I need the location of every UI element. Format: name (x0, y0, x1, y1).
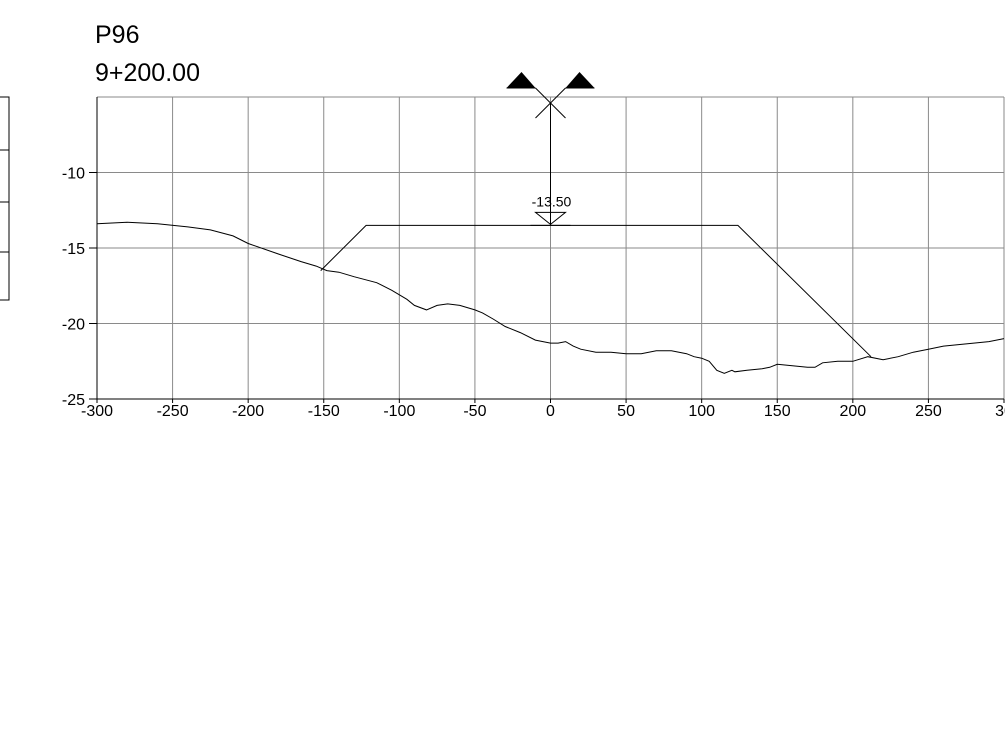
flag-right-icon (565, 72, 595, 88)
y-tick-label: -15 (62, 241, 85, 258)
y-tick-label: -10 (62, 166, 85, 183)
x-tick-label: 30 (995, 403, 1005, 420)
design-elevation-marker: -13.50 (506, 72, 595, 226)
y-tick-label: -20 (62, 317, 85, 334)
x-tick-label: 0 (546, 403, 555, 420)
y-axis: -25 -20 -15 -10 (62, 166, 97, 409)
x-tick-label: -200 (232, 403, 264, 420)
x-tick-label: -250 (157, 403, 189, 420)
x-tick-label: 50 (617, 403, 635, 420)
x-tick-label: -100 (383, 403, 415, 420)
x-tick-label: 200 (839, 403, 866, 420)
x-tick-label: -300 (81, 403, 113, 420)
water-level-triangle-icon (534, 211, 567, 225)
x-tick-label: -50 (463, 403, 486, 420)
x-axis: -300 -250 -200 -150 -100 -50 0 50 100 150 200 250 30 (81, 399, 1005, 420)
y-tick-label: -25 (62, 392, 85, 409)
section-chainage: 9+200.00 (95, 59, 200, 87)
x-tick-label: 100 (688, 403, 715, 420)
design-elevation-label: -13.50 (532, 193, 572, 209)
existing-ground-line (96, 221, 1005, 374)
flag-left-icon (506, 72, 536, 88)
x-tick-label: 250 (915, 403, 942, 420)
legend-box-fragment (0, 96, 10, 301)
section-name: P96 (95, 21, 139, 49)
x-tick-label: -150 (308, 403, 340, 420)
x-tick-label: 150 (764, 403, 791, 420)
design-template-line (320, 224, 872, 358)
